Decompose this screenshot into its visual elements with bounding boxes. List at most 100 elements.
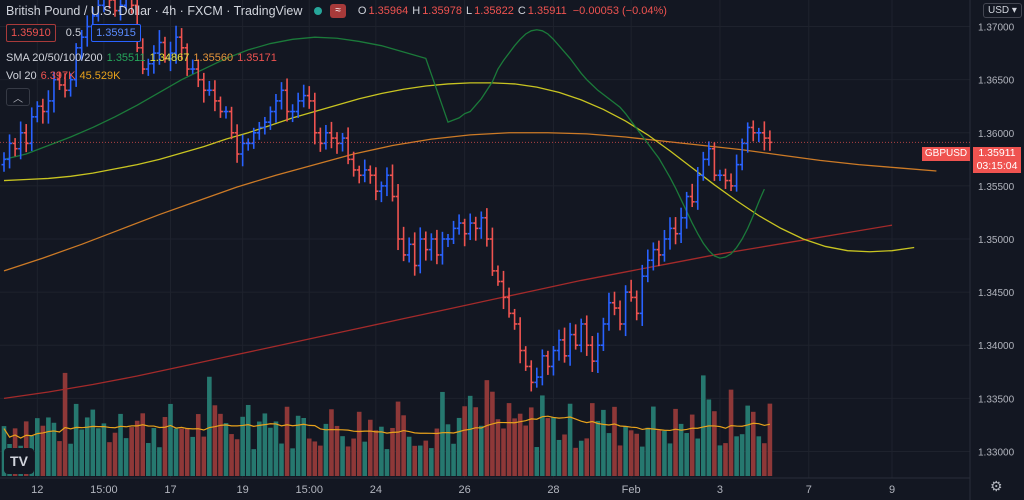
volume-bar	[295, 415, 301, 476]
volume-bar	[712, 411, 717, 476]
price-axis-label: 1.35000	[978, 235, 1015, 246]
spread-value: 0.5	[65, 27, 82, 39]
chevron-down-icon: ▾	[1011, 5, 1017, 16]
volume-bar	[301, 418, 306, 476]
volume-bar	[545, 418, 551, 476]
gear-icon[interactable]: ⚙	[990, 478, 1003, 494]
volume-bar	[318, 445, 323, 476]
ohlc-value: 1.35978	[422, 5, 462, 17]
volume-bar	[479, 425, 484, 476]
volume-bar	[490, 391, 495, 476]
chevron-up-icon: ︿	[13, 93, 23, 105]
volume-bar	[406, 436, 412, 476]
price-axis-label: 1.33500	[978, 394, 1015, 405]
volume-bar	[762, 443, 767, 476]
volume-bar	[573, 447, 578, 476]
sma200-line	[3, 224, 893, 399]
volume-bar	[195, 414, 201, 476]
currency-selector[interactable]: USD ▾	[983, 3, 1022, 18]
ohlc-item: H 1.35978	[412, 5, 464, 17]
time-axis-label: 12	[31, 484, 43, 496]
last-price-label: 1.35911 03:15:04	[973, 147, 1021, 173]
time-axis-label: 24	[370, 484, 382, 496]
time-axis-label: 28	[547, 484, 559, 496]
tradingview-logo[interactable]: TV	[4, 448, 34, 474]
price-axis-label: 1.36500	[978, 76, 1015, 87]
volume-bar	[517, 413, 523, 476]
volume-bar	[212, 405, 218, 476]
volume-bar	[257, 421, 262, 476]
sma-legend[interactable]: SMA 20/50/100/200 1.35511 1.34867 1.3556…	[6, 52, 277, 64]
volume-label: Vol 20	[6, 70, 37, 82]
alert-badge[interactable]: ≈	[330, 4, 346, 18]
sell-button[interactable]: 1.35910	[6, 24, 56, 42]
volume-bar	[706, 399, 712, 476]
time-axis-label: 15:00	[90, 484, 118, 496]
volume-bar	[207, 376, 212, 476]
volume-bar	[562, 434, 567, 476]
volume-bar	[606, 433, 612, 476]
ohlc-item: L 1.35822	[466, 5, 516, 17]
volume-bar	[528, 407, 534, 476]
volume-bar	[184, 428, 190, 476]
volume-bar	[639, 446, 645, 476]
volume-bar	[595, 420, 601, 476]
volume-bar	[523, 425, 528, 476]
volume-bar	[345, 446, 351, 476]
volume-bar	[234, 439, 240, 476]
symbol-title: British Pound / U.S. Dollar · 4h · FXCM …	[6, 4, 303, 18]
currency-label: USD	[988, 5, 1010, 16]
volume-bar	[90, 409, 96, 476]
volume-bar	[701, 375, 706, 476]
ohlc-value: 1.35911	[527, 5, 567, 17]
volume-bar	[540, 395, 545, 476]
price-axis-label: 1.34500	[978, 288, 1015, 299]
volume-bar	[628, 430, 634, 476]
ohlc-value: 1.35822	[474, 5, 514, 17]
volume-bar	[739, 434, 745, 476]
volume-bar	[495, 419, 501, 476]
volume-bar	[584, 438, 590, 476]
volume-bar	[651, 406, 656, 476]
volume-bar	[417, 445, 423, 476]
ohlc-item: −0.00053 (−0.04%)	[571, 5, 669, 17]
volume-bar	[662, 430, 667, 476]
volume-bar	[379, 426, 384, 476]
volume-bar	[756, 436, 762, 476]
volume-bar	[173, 428, 179, 476]
volume-legend[interactable]: Vol 20 6.397K 45.529K	[6, 70, 120, 82]
sma50-line	[3, 82, 915, 253]
trade-panel: 1.35910 0.5 1.35915	[6, 24, 141, 42]
sma20-value: 1.35511	[106, 52, 146, 64]
volume-bar	[695, 438, 701, 476]
time-axis-label: 7	[806, 484, 812, 496]
buy-button[interactable]: 1.35915	[91, 24, 141, 42]
volume-bar	[362, 441, 368, 476]
ohlc-values: O 1.35964 H 1.35978 L 1.35822 C 1.35911 −0.00053…	[358, 5, 671, 17]
volume-bar	[434, 428, 440, 476]
collapse-legend-button[interactable]: ︿	[6, 88, 30, 106]
volume-bar	[140, 413, 146, 476]
ohlc-value: −0.00053 (−0.04%)	[572, 5, 667, 17]
volume-bar	[617, 445, 623, 476]
volume-bar	[767, 403, 773, 476]
volume-bar	[590, 403, 595, 476]
volume-bar	[456, 417, 462, 476]
volume-bar	[107, 442, 112, 476]
volume-bar	[179, 428, 184, 476]
volume-bar	[146, 443, 151, 476]
price-axis-label: 1.36000	[978, 129, 1015, 140]
volume-bar	[440, 391, 445, 476]
ohlc-key: C	[517, 5, 526, 17]
volume-bar	[423, 440, 429, 476]
volume-bar	[612, 406, 617, 476]
volume-bar	[506, 403, 512, 476]
volume-bar	[268, 427, 273, 476]
volume-bar	[329, 409, 334, 476]
volume-bar	[134, 420, 140, 476]
sma100-line	[3, 132, 937, 272]
symbol-legend: British Pound / U.S. Dollar · 4h · FXCM …	[6, 4, 671, 18]
volume-ma-line	[3, 415, 771, 439]
volume-bar	[534, 447, 540, 476]
